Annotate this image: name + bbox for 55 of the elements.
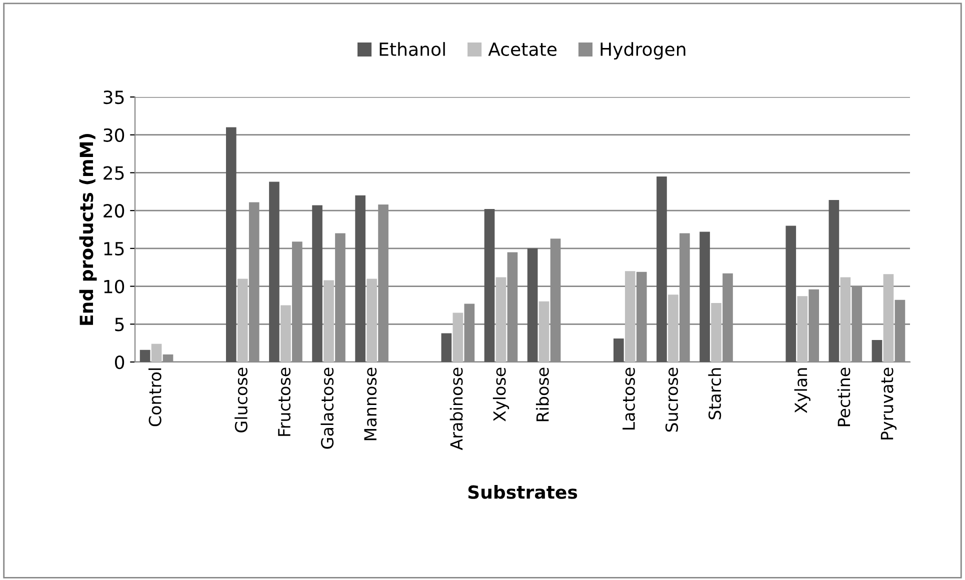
- legend-label: Ethanol: [380, 42, 445, 56]
- bar: [484, 209, 495, 362]
- bar: [527, 248, 538, 362]
- bar: [624, 271, 636, 362]
- x-tick-label: Control: [148, 368, 162, 426]
- x-tick-label: Starch: [708, 368, 722, 420]
- x-tick-label: Xylose: [492, 368, 510, 422]
- y-tick-label: 35: [104, 90, 124, 104]
- x-tick-label: Pectine: [837, 368, 850, 426]
- bar: [269, 182, 280, 362]
- bar: [355, 195, 366, 362]
- bar: [828, 200, 840, 362]
- x-tick-label: Pyruvate: [880, 368, 897, 440]
- x-tick-label: Sucrose: [665, 368, 678, 432]
- x-tick-label: Ribose: [536, 368, 549, 422]
- bar: [786, 226, 796, 362]
- x-tick-label: Xylan: [794, 368, 810, 414]
- bar: [312, 205, 322, 362]
- x-tick-label: Mannose: [364, 368, 377, 440]
- y-tick-label: 10: [104, 280, 124, 294]
- y-tick-label: 0: [114, 355, 124, 370]
- legend-label: Acetate: [488, 42, 557, 56]
- bar: [452, 312, 464, 362]
- bar: [280, 305, 291, 362]
- x-tick-label: Glucose: [234, 368, 248, 432]
- bar: [538, 301, 550, 362]
- y-axis-title: End products (mM): [79, 134, 97, 325]
- bar: [366, 278, 377, 362]
- y-tick-label: 30: [104, 128, 124, 142]
- y-tick-label: 20: [104, 204, 124, 218]
- bar: [883, 274, 894, 362]
- bar: [441, 333, 452, 362]
- bar: [656, 176, 667, 362]
- bar: [140, 350, 150, 362]
- x-tick-label: Arabinose: [450, 368, 463, 450]
- bar: [711, 302, 722, 362]
- x-tick-label: Fructose: [278, 368, 291, 436]
- bar: [226, 127, 236, 362]
- bar: [700, 232, 710, 362]
- bar: [237, 278, 248, 362]
- y-tick-label: 25: [104, 166, 124, 180]
- x-axis-title: Substrates: [468, 484, 578, 499]
- bar: [797, 296, 808, 362]
- bar: [324, 280, 334, 362]
- bar: [872, 340, 882, 362]
- bar: [840, 277, 851, 362]
- bar: [496, 277, 506, 362]
- bar: [613, 338, 624, 362]
- y-tick-label: 5: [115, 318, 124, 332]
- bar: [668, 294, 678, 362]
- x-tick-label: Lactose: [622, 368, 635, 430]
- y-tick-label: 15: [104, 242, 124, 256]
- legend-label: Hydrogen: [600, 42, 686, 60]
- bar: [151, 344, 162, 362]
- x-tick-label: Galactose: [320, 368, 334, 449]
